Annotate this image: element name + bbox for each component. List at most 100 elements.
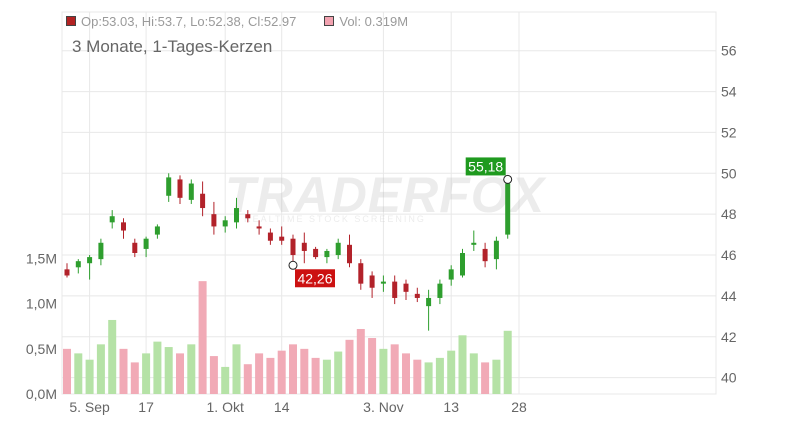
volume-bar <box>334 351 343 394</box>
high-marker-icon <box>503 174 513 184</box>
candle-body <box>64 269 70 276</box>
candle <box>75 259 81 274</box>
volume-bar <box>379 348 388 394</box>
date-tick-label: 3. Nov <box>363 399 403 415</box>
candle-body <box>482 248 488 262</box>
candle <box>154 224 160 239</box>
candle <box>324 248 330 264</box>
volume-bar <box>345 339 354 394</box>
ohlc-swatch-icon <box>66 16 76 26</box>
volume-bar <box>187 344 196 394</box>
ohlc-readout: Op:53.03, Hi:53.7, Lo:52.38, Cl:52.97 <box>81 13 297 29</box>
candle <box>403 279 409 300</box>
candle <box>437 279 443 305</box>
price-tick-label: 48 <box>721 206 737 222</box>
candle-body <box>279 236 285 241</box>
candle <box>301 232 307 264</box>
candle-body <box>403 283 409 292</box>
candle <box>200 181 206 217</box>
candle-body <box>290 238 296 256</box>
candle <box>482 242 488 268</box>
volume-bar <box>503 330 512 394</box>
volume-bar <box>130 362 139 394</box>
volume-bar <box>142 353 151 394</box>
price-tick-label: 46 <box>721 247 737 263</box>
price-tick-label: 42 <box>721 329 737 345</box>
candle-body <box>347 244 352 264</box>
date-tick-label: 5. Sep <box>69 399 110 415</box>
candle <box>505 179 511 239</box>
volume-bar <box>243 364 252 394</box>
candle-body <box>234 208 239 223</box>
volume-bar <box>209 356 218 394</box>
candle-body <box>380 281 386 284</box>
candle <box>347 234 352 268</box>
candle-body <box>154 226 160 235</box>
candle <box>267 228 273 245</box>
candle-body <box>335 242 341 256</box>
candle-body <box>132 242 138 253</box>
candle <box>358 259 364 290</box>
candle <box>335 238 341 260</box>
candle-body <box>166 177 172 196</box>
price-annotations: 55,18 42,26 <box>288 157 513 288</box>
candle <box>64 263 70 278</box>
price-tick-label: 44 <box>721 288 737 304</box>
candle <box>392 275 398 305</box>
date-tick-label: 17 <box>138 399 154 415</box>
low-price-label: 42,26 <box>297 270 332 286</box>
price-tick-label: 54 <box>721 84 737 100</box>
volume-bar <box>289 344 297 394</box>
date-tick-label: 14 <box>274 399 290 415</box>
candle <box>493 236 499 270</box>
candle <box>188 179 194 204</box>
candle-body <box>301 242 307 251</box>
volume-bar <box>368 338 377 394</box>
volume-bar <box>469 353 478 394</box>
watermark-tagline: REALTIME STOCK SCREENING <box>244 214 426 224</box>
candle-body <box>177 179 183 198</box>
legend-header: Op:53.03, Hi:53.7, Lo:52.38, Cl:52.97 Vo… <box>66 12 408 30</box>
volume-bar <box>311 357 320 394</box>
candle <box>121 218 126 239</box>
axes: 40 42 44 46 48 50 52 54 56 0,0M 0,5M 1,0M 1,5M 5. Sep… <box>26 43 737 415</box>
candle-body <box>358 263 364 284</box>
volume-bar <box>402 353 410 394</box>
volume-bar <box>63 348 71 394</box>
candle <box>109 210 115 229</box>
candle <box>256 220 262 235</box>
volume-readout: Vol: 0.319M <box>339 13 409 29</box>
plot-frame <box>61 11 717 395</box>
candle <box>211 201 217 235</box>
candle-body <box>200 193 206 209</box>
candle <box>414 287 420 303</box>
candle-body <box>369 275 375 288</box>
candle-body <box>245 214 251 219</box>
candle <box>132 238 138 258</box>
candle-body <box>143 238 149 249</box>
candle-body <box>75 261 81 268</box>
price-candles <box>64 173 511 331</box>
grid-lines <box>61 11 717 395</box>
candle-body <box>392 281 398 298</box>
candle <box>166 173 172 202</box>
watermark: TRADERFOX REALTIME STOCK SCREENING <box>225 167 546 224</box>
volume-bar <box>119 348 128 394</box>
volume-swatch-icon <box>324 16 335 26</box>
volume-bar <box>266 357 275 394</box>
candle <box>369 271 375 298</box>
volume-bar <box>85 359 94 394</box>
candle-body <box>98 242 104 260</box>
volume-bar <box>153 341 162 394</box>
candle <box>426 289 432 331</box>
candle-body <box>460 253 465 276</box>
candle <box>234 197 239 229</box>
volume-bar <box>492 359 501 394</box>
candle <box>279 226 285 245</box>
volume-bar <box>255 353 264 394</box>
candle <box>290 234 296 266</box>
candle-body <box>211 214 217 227</box>
date-tick-label: 1. Okt <box>207 399 244 415</box>
low-marker-icon <box>288 260 298 270</box>
volume-bar <box>164 347 173 394</box>
